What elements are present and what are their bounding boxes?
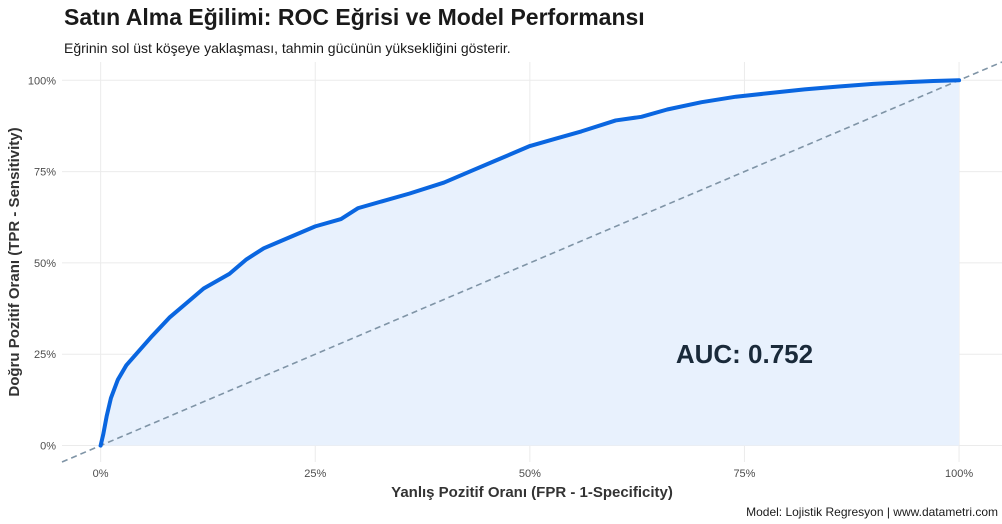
x-tick-label: 0% bbox=[93, 468, 109, 480]
x-tick-label: 50% bbox=[519, 468, 541, 480]
random-diagonal-line bbox=[61, 61, 1002, 463]
y-tick-label: 25% bbox=[34, 349, 56, 361]
chart-title: Satın Alma Eğilimi: ROC Eğrisi ve Model … bbox=[64, 4, 645, 30]
diagonal-layer bbox=[61, 61, 1002, 463]
roc-curve-line bbox=[98, 78, 962, 448]
y-tick-label: 100% bbox=[28, 75, 56, 87]
chart-subtitle: Eğrinin sol üst köşeye yaklaşması, tahmi… bbox=[64, 40, 511, 56]
auc-annotation: AUC: 0.752 bbox=[676, 339, 813, 369]
y-axis-title: Doğru Pozitif Oranı (TPR - Sensitivity) bbox=[6, 127, 23, 396]
x-tick-label: 75% bbox=[733, 468, 755, 480]
tick-layer: 0% 25% 50% 75% 100% 0% 25% 50% 75% 100% bbox=[28, 75, 974, 480]
x-tick-label: 25% bbox=[304, 468, 326, 480]
label-layer: Yanlış Pozitif Oranı (FPR - 1-Specificit… bbox=[6, 127, 813, 501]
y-tick-label: 50% bbox=[34, 258, 56, 270]
x-tick-label: 100% bbox=[945, 468, 973, 480]
chart-caption: Model: Lojistik Regresyon | www.datametr… bbox=[746, 505, 998, 519]
y-tick-label: 75% bbox=[34, 167, 56, 179]
curve-layer bbox=[98, 78, 962, 448]
y-tick-label: 0% bbox=[40, 441, 56, 453]
x-axis-title: Yanlış Pozitif Oranı (FPR - 1-Specificit… bbox=[391, 484, 673, 501]
